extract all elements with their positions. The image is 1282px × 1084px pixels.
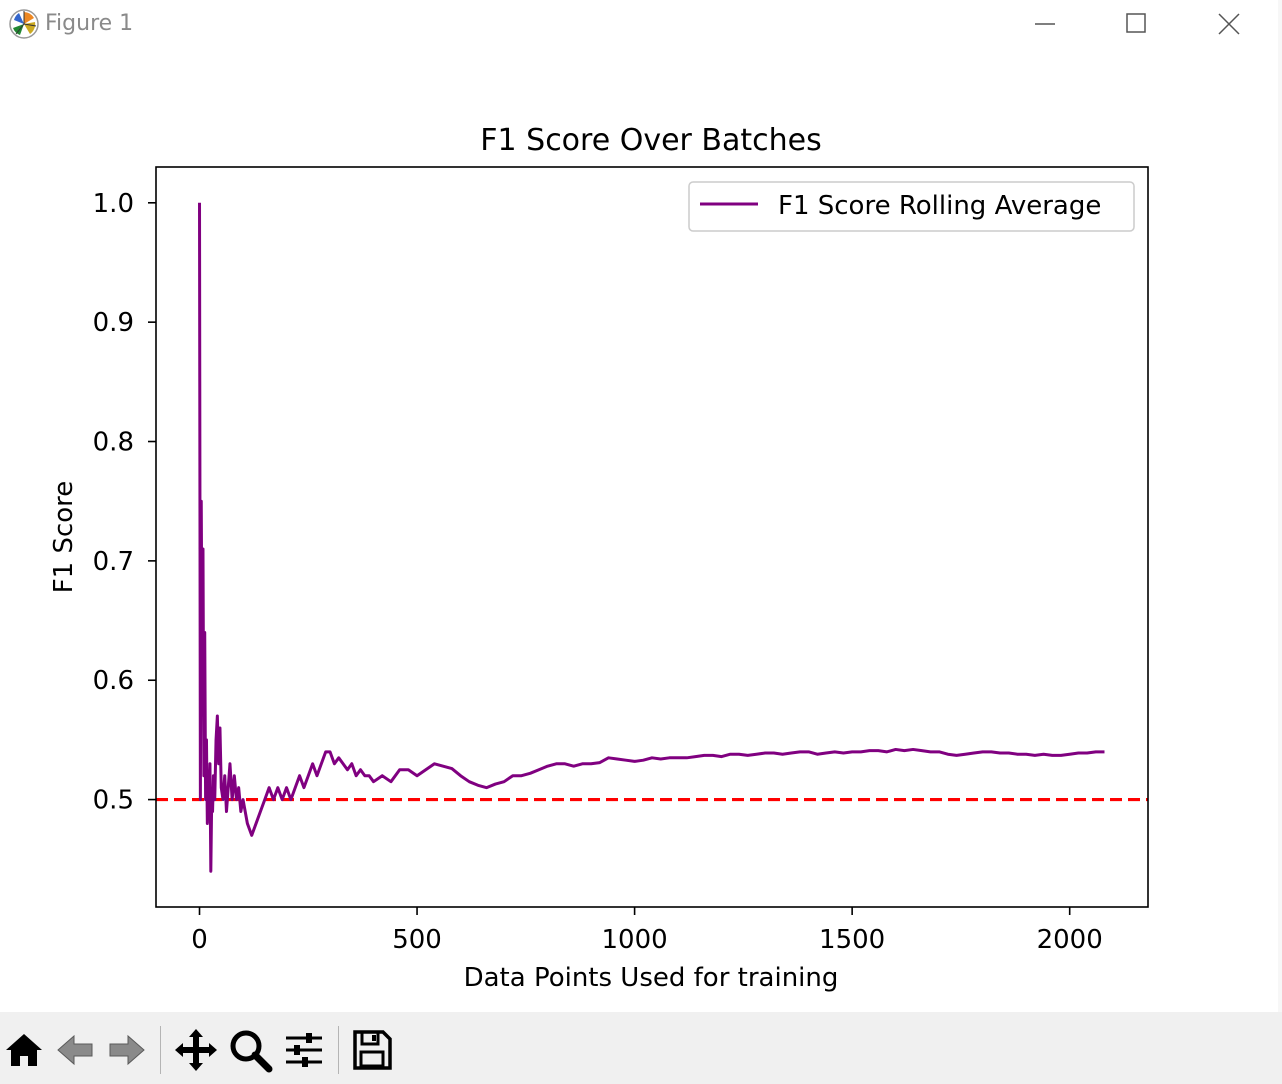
pan-button[interactable]	[172, 1026, 220, 1074]
home-button[interactable]	[0, 1026, 48, 1074]
figure-canvas[interactable]: F1 Score Over Batches 0 500 1000 1500 2000 0…	[0, 48, 1278, 1012]
zoom-magnifier-icon	[230, 1030, 273, 1073]
y-axis-ticks: 0.5 0.6 0.7 0.8 0.9 1.0	[93, 189, 156, 816]
configure-subplots-button[interactable]	[280, 1026, 328, 1074]
x-tick-label: 2000	[1037, 925, 1103, 955]
f1-line-chart[interactable]: F1 Score Over Batches 0 500 1000 1500 2000 0…	[0, 48, 1278, 1012]
y-tick-label: 0.5	[93, 786, 134, 816]
x-tick-label: 500	[392, 925, 442, 955]
window-edge-strip	[1278, 0, 1282, 1084]
save-button[interactable]	[348, 1026, 396, 1074]
home-icon	[6, 1034, 42, 1066]
x-tick-label: 0	[191, 925, 208, 955]
back-arrow-icon	[57, 1034, 93, 1066]
title-bar[interactable]: Figure 1	[0, 0, 1282, 48]
matplotlib-logo-icon	[8, 8, 40, 40]
close-button[interactable]	[1199, 4, 1259, 44]
y-axis-label: F1 Score	[49, 481, 79, 594]
back-button[interactable]	[52, 1026, 100, 1074]
chart-title: F1 Score Over Batches	[480, 123, 821, 158]
x-tick-label: 1000	[602, 925, 668, 955]
y-tick-label: 0.6	[93, 666, 134, 696]
legend-label: F1 Score Rolling Average	[778, 191, 1101, 221]
forward-arrow-icon	[109, 1034, 145, 1066]
forward-button[interactable]	[102, 1026, 150, 1074]
minimize-icon	[1035, 23, 1055, 25]
toolbar-separator	[338, 1026, 339, 1074]
pan-move-icon	[175, 1029, 217, 1071]
legend-box	[688, 181, 1135, 232]
maximize-button[interactable]	[1106, 4, 1166, 44]
window-title: Figure 1	[45, 11, 134, 36]
y-tick-label: 1.0	[93, 189, 134, 219]
maximize-icon	[1126, 13, 1146, 33]
save-floppy-icon	[353, 1030, 392, 1070]
y-tick-label: 0.9	[93, 308, 134, 338]
x-tick-label: 1500	[819, 925, 885, 955]
x-axis-label: Data Points Used for training	[464, 963, 839, 993]
y-tick-label: 0.7	[93, 547, 134, 577]
navigation-toolbar	[0, 1012, 1282, 1084]
legend: F1 Score Rolling Average	[688, 181, 1135, 232]
minimize-button[interactable]	[1015, 4, 1075, 44]
plot-area	[156, 202, 1148, 873]
configure-subplots-icon	[286, 1033, 322, 1067]
axes-frame	[155, 166, 1149, 908]
close-icon	[1218, 13, 1240, 35]
zoom-button[interactable]	[226, 1026, 274, 1074]
series-line-f1-rolling-average	[198, 202, 1105, 873]
toolbar-separator	[160, 1026, 161, 1074]
x-axis-ticks: 0 500 1000 1500 2000	[191, 907, 1103, 955]
y-tick-label: 0.8	[93, 428, 134, 458]
